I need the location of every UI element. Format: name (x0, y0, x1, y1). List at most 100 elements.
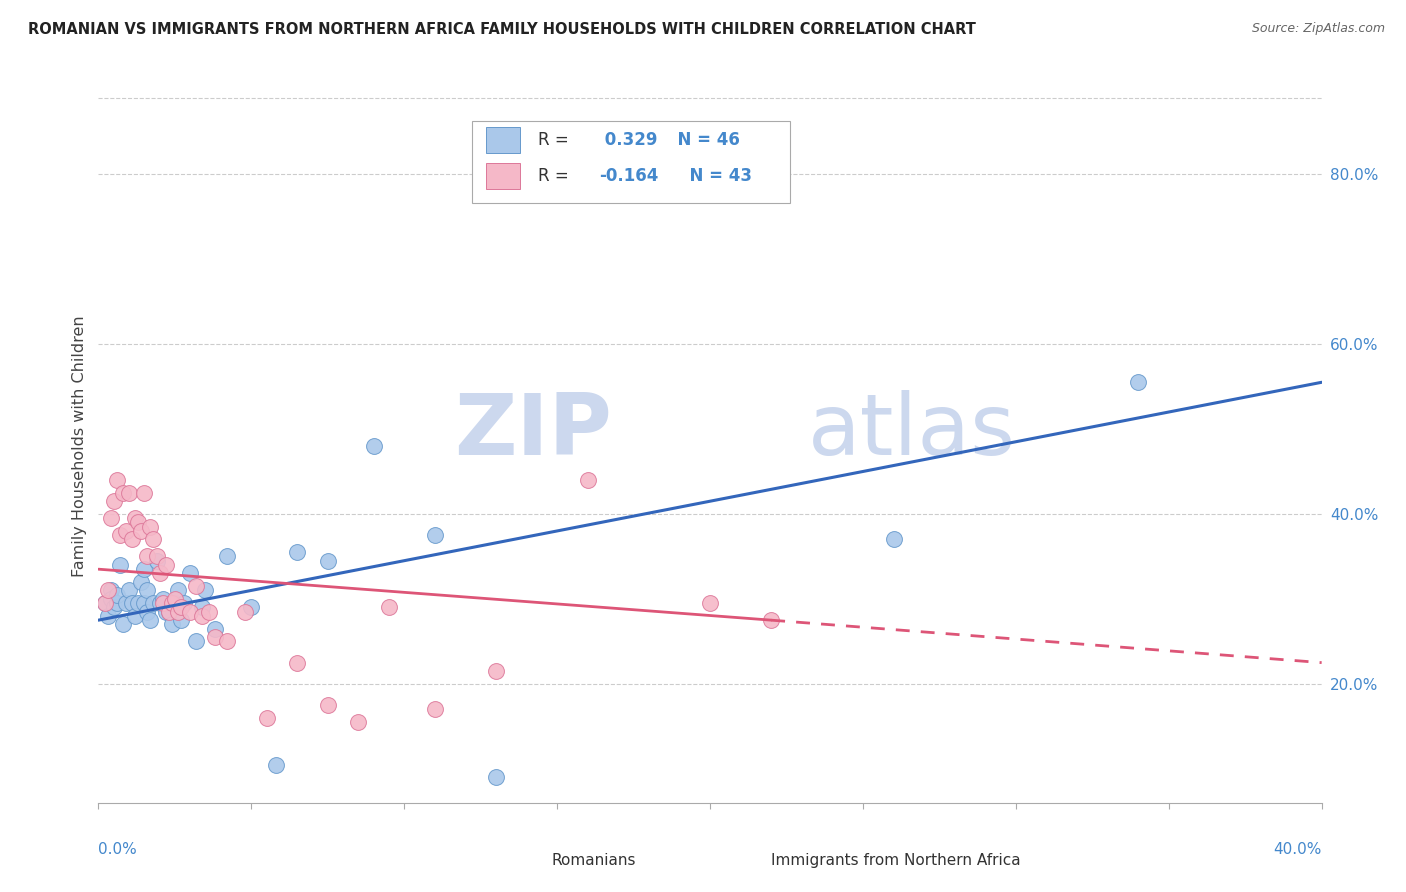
Point (93, 596, 115, 610)
Point (100, 591, 122, 606)
Point (136, 583, 159, 598)
Point (1128, 376, 1150, 390)
Point (363, 439, 385, 453)
Point (134, 596, 156, 610)
Point (170, 600, 193, 615)
Point (163, 596, 186, 610)
Point (316, 554, 339, 568)
Text: -0.164: -0.164 (599, 167, 658, 186)
Point (215, 549, 238, 564)
Point (215, 634, 238, 648)
Text: 0.329: 0.329 (599, 131, 657, 150)
Point (240, 600, 263, 615)
Point (124, 511, 146, 525)
Point (285, 545, 308, 559)
Point (103, 600, 125, 615)
Point (179, 605, 201, 619)
Point (139, 613, 162, 627)
Text: ROMANIAN VS IMMIGRANTS FROM NORTHERN AFRICA FAMILY HOUSEHOLDS WITH CHILDREN CORR: ROMANIAN VS IMMIGRANTS FROM NORTHERN AFR… (28, 22, 976, 37)
Text: Source: ZipAtlas.com: Source: ZipAtlas.com (1251, 22, 1385, 36)
Point (145, 549, 167, 564)
Point (103, 494, 125, 508)
Point (118, 583, 141, 598)
Point (97, 583, 120, 598)
Point (111, 485, 134, 500)
Point (423, 702, 446, 716)
Point (134, 485, 156, 500)
Point (129, 524, 152, 538)
Text: Immigrants from Northern Africa: Immigrants from Northern Africa (772, 853, 1021, 868)
Point (155, 605, 177, 619)
Point (233, 605, 256, 619)
Point (108, 528, 131, 542)
Point (145, 554, 167, 568)
Point (121, 596, 143, 610)
Point (163, 591, 186, 606)
Point (378, 600, 401, 615)
Point (883, 533, 905, 547)
Point (316, 698, 339, 712)
Point (127, 596, 149, 610)
Text: atlas: atlas (808, 390, 1017, 474)
FancyBboxPatch shape (515, 851, 541, 871)
Text: N = 46: N = 46 (666, 131, 740, 150)
Point (97, 608, 120, 623)
Point (485, 664, 508, 678)
Point (256, 711, 278, 725)
Text: ZIP: ZIP (454, 390, 612, 474)
Point (759, 613, 782, 627)
Point (105, 473, 128, 487)
Y-axis label: Family Households with Children: Family Households with Children (72, 315, 87, 577)
Point (152, 591, 174, 606)
Point (100, 583, 122, 598)
Point (204, 622, 226, 636)
Text: R =: R = (537, 131, 574, 150)
Point (576, 473, 599, 487)
Point (173, 596, 195, 610)
Text: R =: R = (537, 167, 574, 186)
Point (191, 600, 214, 615)
Point (134, 562, 156, 576)
Point (197, 605, 219, 619)
Point (105, 596, 128, 610)
Point (167, 605, 190, 619)
Point (423, 528, 446, 542)
Text: 0.0%: 0.0% (98, 842, 138, 857)
Point (136, 605, 159, 619)
Point (170, 613, 193, 627)
Point (129, 574, 152, 589)
Point (108, 558, 131, 572)
Point (115, 524, 138, 538)
Point (485, 770, 508, 784)
Point (127, 516, 149, 530)
Point (142, 533, 165, 547)
Point (204, 630, 226, 644)
Point (136, 549, 159, 564)
FancyBboxPatch shape (734, 851, 762, 871)
Point (157, 605, 180, 619)
FancyBboxPatch shape (471, 121, 790, 203)
Point (186, 634, 208, 648)
Point (93, 596, 115, 610)
Point (347, 715, 370, 730)
Point (179, 566, 201, 581)
Point (111, 617, 134, 632)
Text: Romanians: Romanians (551, 853, 636, 868)
Point (149, 596, 172, 610)
Point (105, 588, 128, 602)
Text: 40.0%: 40.0% (1274, 842, 1322, 857)
Point (118, 485, 141, 500)
Point (115, 596, 138, 610)
Point (139, 519, 162, 533)
Point (155, 558, 177, 572)
Point (142, 596, 165, 610)
Point (167, 583, 190, 598)
Point (160, 617, 183, 632)
Point (191, 608, 214, 623)
Point (121, 533, 143, 547)
Point (152, 596, 174, 610)
Point (160, 596, 183, 610)
Point (149, 566, 172, 581)
Point (157, 605, 180, 619)
FancyBboxPatch shape (486, 163, 520, 189)
